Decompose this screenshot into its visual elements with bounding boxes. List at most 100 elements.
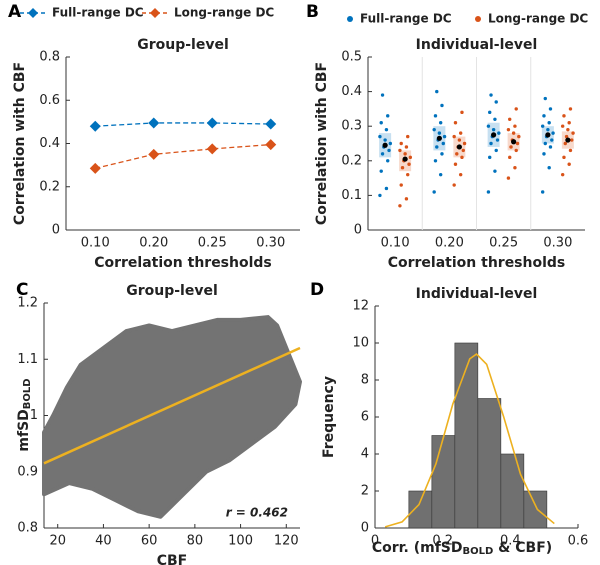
- data-point: [495, 138, 500, 142]
- y-tick-label: 12: [352, 299, 369, 314]
- point-marker: [265, 139, 277, 151]
- data-point: [570, 138, 574, 142]
- y-axis-label: mfSDBOLD: [16, 378, 33, 451]
- series-line: [95, 143, 271, 170]
- y-label-subscript: BOLD: [22, 378, 33, 409]
- x-tick-label: 100: [228, 534, 253, 549]
- mean-marker: [382, 142, 388, 148]
- data-point: [438, 172, 443, 177]
- data-point: [489, 93, 493, 97]
- y-tick-label: 0.5: [341, 50, 362, 65]
- data-point: [506, 127, 511, 132]
- data-point: [435, 89, 439, 94]
- y-axis-label: Correlation with CBF: [12, 62, 28, 225]
- legend-marker: [28, 8, 38, 18]
- annotation: r = 0.462: [226, 506, 288, 520]
- x-tick-label: 80: [187, 534, 204, 549]
- fit-curve: [384, 353, 555, 528]
- data-point: [506, 176, 511, 180]
- y-tick-label: 1.1: [17, 352, 38, 367]
- x-tick-label: 0.30: [256, 236, 285, 251]
- series-line: [95, 122, 271, 127]
- x-tick-label: 0.6: [568, 534, 589, 549]
- y-tick-label: 0.1: [341, 188, 362, 203]
- data-point: [386, 159, 390, 163]
- data-point: [455, 152, 459, 156]
- data-point: [542, 114, 546, 118]
- data-point: [378, 193, 382, 198]
- point-marker: [148, 117, 160, 129]
- data-point: [491, 127, 496, 132]
- data-point: [542, 152, 546, 156]
- data-point: [488, 110, 492, 115]
- data-point: [460, 110, 464, 115]
- legend-label: Full-range DC: [52, 6, 144, 20]
- panel-label: C: [16, 280, 28, 300]
- data-point: [462, 141, 467, 146]
- chart-title: Individual-level: [416, 37, 538, 53]
- data-point: [453, 162, 458, 166]
- mean-marker: [402, 156, 408, 162]
- mean-marker: [491, 132, 497, 138]
- data-point: [508, 155, 512, 160]
- data-point: [566, 127, 570, 132]
- data-point: [384, 186, 389, 191]
- x-axis-label: CBF: [157, 553, 188, 565]
- data-point: [457, 138, 462, 142]
- chart-title: Group-level: [137, 37, 229, 53]
- y-tick-label: 0.2: [39, 179, 60, 194]
- x-tick-label: 0: [371, 534, 379, 549]
- data-point: [378, 134, 382, 139]
- data-point: [403, 152, 407, 156]
- data-point: [486, 190, 491, 194]
- x-tick-label: 40: [95, 534, 112, 549]
- x-axis-label: Corr. (mfSDBOLD & CBF): [372, 540, 552, 557]
- data-point: [432, 127, 436, 132]
- x-tick-label: 0.10: [381, 236, 410, 251]
- x-tick-label: 120: [274, 534, 299, 549]
- data-point: [493, 117, 497, 121]
- data-point: [404, 197, 409, 201]
- data-point: [400, 166, 405, 170]
- x-tick-label: 0.30: [543, 236, 572, 251]
- data-point: [551, 131, 555, 135]
- data-point: [571, 131, 575, 135]
- y-tick-label: 0: [52, 223, 60, 238]
- data-point: [399, 183, 403, 187]
- data-point: [514, 107, 518, 111]
- mean-marker: [436, 135, 442, 141]
- data-point: [453, 121, 458, 125]
- x-label-part: & CBF): [493, 540, 552, 556]
- data-point: [489, 141, 493, 146]
- data-point: [568, 107, 573, 111]
- y-tick-label: 0.3: [341, 119, 362, 134]
- data-point: [515, 141, 520, 146]
- data-point: [548, 107, 553, 111]
- data-point: [548, 145, 553, 149]
- data-point: [435, 145, 439, 149]
- data-point: [406, 172, 410, 177]
- x-axis-label: Correlation thresholds: [94, 255, 272, 271]
- point-marker: [265, 118, 277, 130]
- x-label-subscript: BOLD: [463, 546, 494, 557]
- data-point: [568, 148, 573, 153]
- data-point: [387, 148, 391, 153]
- data-point: [383, 138, 387, 142]
- data-point: [546, 127, 550, 132]
- y-tick-label: 0.6: [39, 93, 60, 108]
- data-point: [406, 134, 410, 139]
- data-point: [494, 148, 498, 153]
- data-point: [508, 117, 512, 121]
- data-point: [564, 134, 569, 139]
- point-marker: [148, 148, 160, 160]
- legend-marker: [150, 8, 160, 18]
- data-point: [380, 152, 385, 156]
- point-marker: [89, 162, 101, 174]
- data-point: [407, 162, 411, 166]
- data-point: [437, 131, 442, 135]
- y-tick-label: 2: [361, 484, 369, 499]
- y-tick-label: 1.2: [17, 296, 38, 311]
- y-axis-label: Frequency: [321, 376, 337, 458]
- bar: [523, 490, 548, 529]
- y-tick-label: 0.8: [39, 50, 60, 65]
